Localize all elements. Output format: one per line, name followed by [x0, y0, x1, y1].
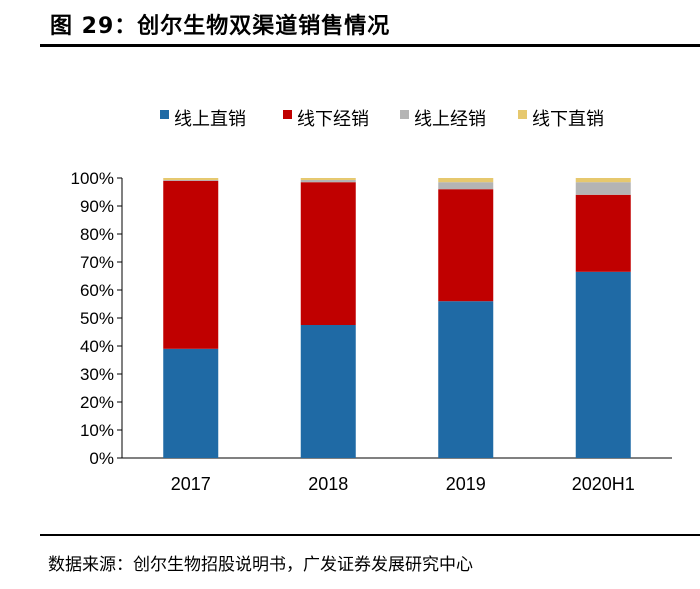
bar-segment [300, 179, 356, 183]
bar-segment [163, 179, 219, 181]
x-tick-label: 2020H1 [572, 474, 635, 494]
bar-segment [438, 178, 494, 183]
bar-segment [300, 182, 356, 325]
legend-item: 线下经销 [283, 109, 369, 130]
legend-label: 线下经销 [297, 109, 369, 130]
figure-title: 图 29：创尔生物双渠道销售情况 [50, 14, 391, 39]
y-tick-label: 100% [71, 169, 114, 188]
y-tick-label: 0% [89, 449, 114, 468]
chart-legend: 线上直销 线下经销 线上经销 线下直销 [160, 109, 604, 130]
legend-item: 线上经销 [400, 109, 486, 130]
title-rule [40, 44, 700, 47]
bar-segment [163, 180, 219, 349]
y-tick-label: 30% [80, 365, 114, 384]
legend-swatch [400, 110, 409, 119]
bar-segment [163, 178, 219, 180]
bar-segment [575, 194, 631, 272]
bar-segment [575, 178, 631, 183]
y-tick-label: 10% [80, 421, 114, 440]
source-note: 数据来源：创尔生物招股说明书，广发证券发展研究中心 [48, 555, 473, 575]
y-tick-label: 50% [80, 309, 114, 328]
x-axis-labels: 2017 2018 2019 2020H1 [171, 474, 635, 494]
y-tick-label: 60% [80, 281, 114, 300]
legend-item: 线下直销 [518, 109, 604, 130]
legend-label: 线下直销 [532, 109, 604, 130]
y-tick-label: 70% [80, 253, 114, 272]
chart-bars [163, 178, 631, 458]
source-rule [40, 534, 700, 536]
legend-swatch [518, 110, 527, 119]
bar-segment [438, 301, 494, 458]
x-tick-label: 2019 [446, 474, 486, 494]
legend-label: 线上直销 [174, 109, 246, 130]
legend-swatch [160, 110, 169, 119]
bar-segment [438, 189, 494, 302]
y-tick-label: 90% [80, 197, 114, 216]
y-tick-label: 20% [80, 393, 114, 412]
bar-segment [300, 178, 356, 180]
x-tick-label: 2018 [308, 474, 348, 494]
legend-item: 线上直销 [160, 109, 246, 130]
bar-segment [575, 182, 631, 195]
legend-swatch [283, 110, 292, 119]
y-tick-label: 40% [80, 337, 114, 356]
bar-segment [163, 348, 219, 458]
x-tick-label: 2017 [171, 474, 211, 494]
bar-segment [575, 271, 631, 458]
legend-label: 线上经销 [414, 109, 486, 130]
bar-segment [438, 182, 494, 190]
y-tick-label: 80% [80, 225, 114, 244]
bar-segment [300, 325, 356, 458]
